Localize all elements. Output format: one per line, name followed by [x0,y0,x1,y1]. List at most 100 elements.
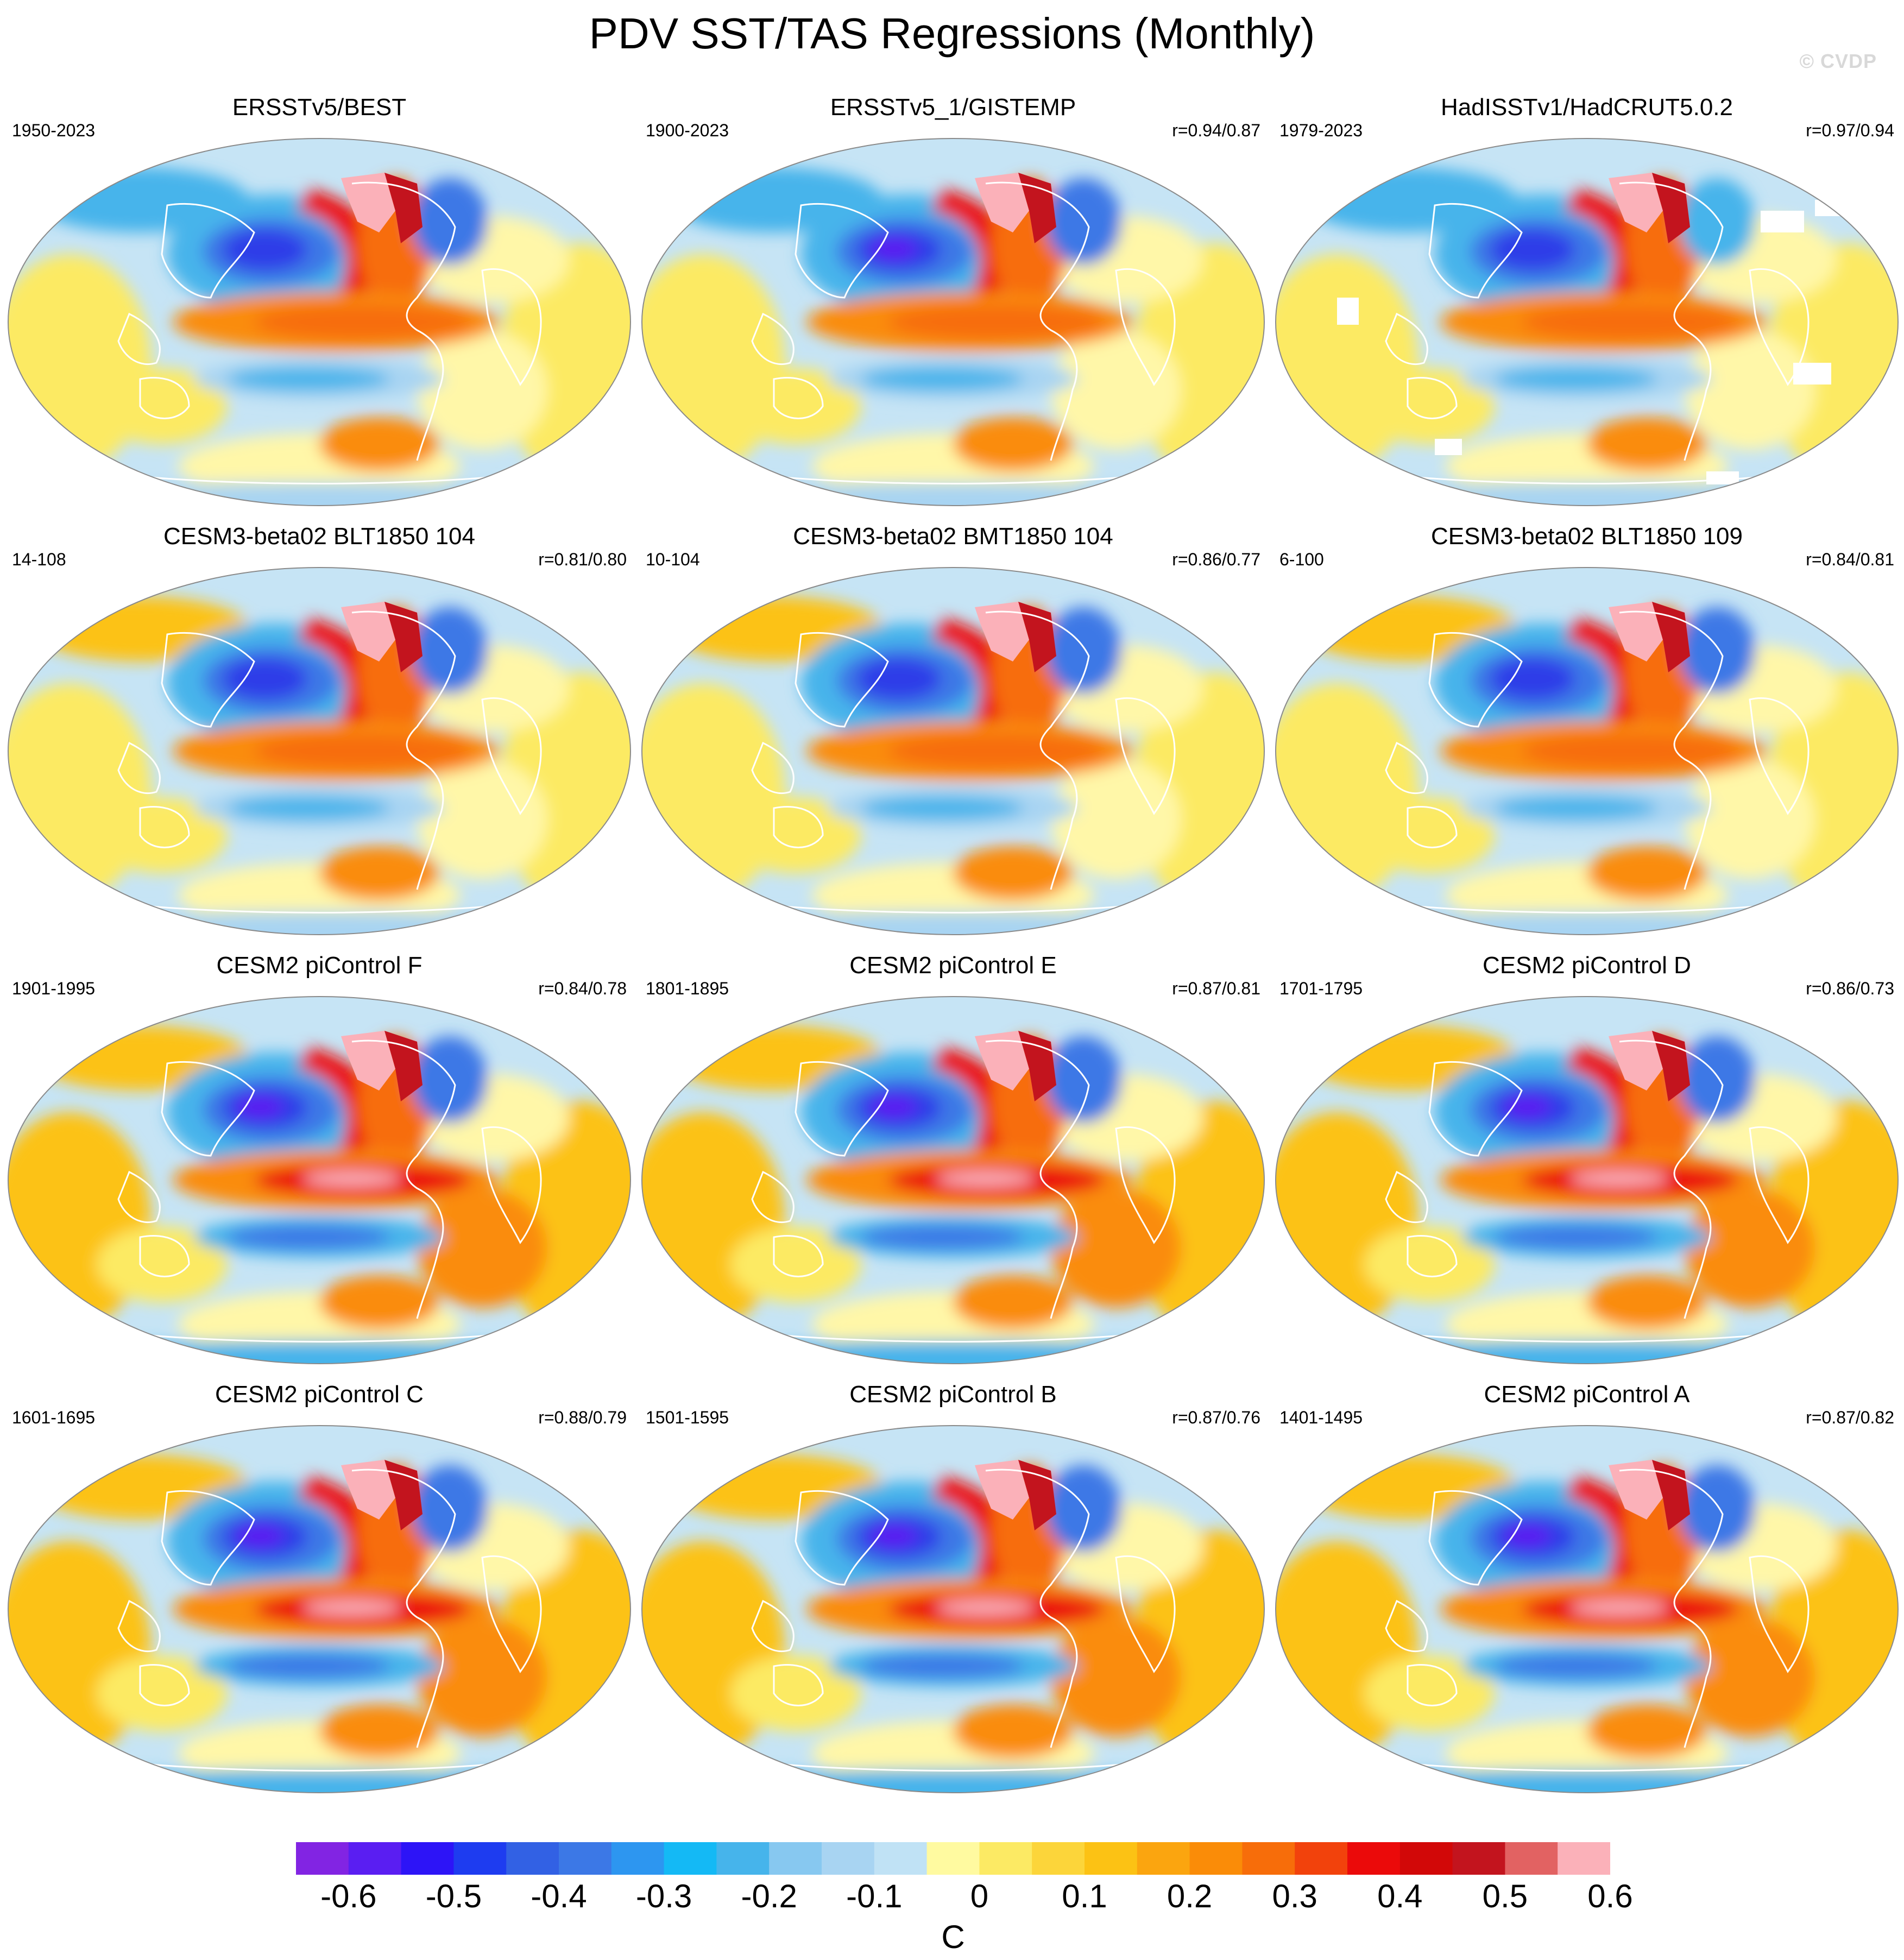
panel-period: 1979-2023 [1279,121,1363,140]
regression-map [1275,567,1899,935]
colorbar-box [1137,1842,1190,1875]
regression-map [641,996,1265,1364]
colorbar-tick-label: -0.2 [741,1878,797,1914]
regression-map [8,1425,631,1793]
colorbar-box [979,1842,1032,1875]
map-panel: ERSSTv5/BEST 1950-2023 [4,92,634,511]
colorbar-tick-label: 0 [970,1878,989,1914]
panel-period: 1901-1995 [12,979,96,998]
panel-period: 1601-1695 [12,1408,96,1427]
colorbar-box [453,1842,507,1875]
map-panel: CESM3-beta02 BMT1850 104 10-104 r=0.86/0.7… [638,521,1268,940]
colorbar-tick-label: 0.5 [1482,1878,1528,1914]
panel-correlation: r=0.86/0.77 [1172,550,1260,569]
panel-period: 6-100 [1279,550,1324,569]
panel-title: ERSSTv5/BEST [232,94,407,121]
colorbar-box [1558,1842,1611,1875]
map-panel: ERSSTv5_1/GISTEMP 1900-2023 r=0.94/0.87 [638,92,1268,511]
colorbar-box [1032,1842,1085,1875]
map-panel: CESM2 piControl D 1701-1795 r=0.86/0.73 [1272,950,1902,1369]
colorbar-box [1505,1842,1558,1875]
panel-correlation: r=0.87/0.76 [1172,1408,1260,1427]
panel-title: CESM3-beta02 BMT1850 104 [793,523,1113,550]
colorbar-box [822,1842,875,1875]
colorbar-box [1189,1842,1243,1875]
colorbar-box [401,1842,454,1875]
colorbar-box [559,1842,612,1875]
panel-period: 1801-1895 [646,979,729,998]
panel-title: CESM3-beta02 BLT1850 104 [163,523,475,550]
map-panel: CESM2 piControl B 1501-1595 r=0.87/0.76 [638,1379,1268,1798]
panel-title: ERSSTv5_1/GISTEMP [830,94,1076,121]
colorbar-tick-label: -0.1 [846,1878,903,1914]
panel-title: CESM3-beta02 BLT1850 109 [1431,523,1743,550]
regression-map [8,996,631,1364]
figure-title: PDV SST/TAS Regressions (Monthly) [589,9,1315,58]
panel-correlation: r=0.87/0.81 [1172,979,1260,998]
panel-title: CESM2 piControl F [216,952,423,979]
colorbar-box [664,1842,717,1875]
regression-map [1275,1425,1899,1793]
colorbar-box [769,1842,822,1875]
colorbar-box [506,1842,559,1875]
panel-correlation: r=0.86/0.73 [1806,979,1894,998]
colorbar-box [1399,1842,1453,1875]
regression-map [8,567,631,935]
regression-map [641,138,1265,506]
colorbar-tick-label: -0.5 [425,1878,482,1914]
panel-period: 1900-2023 [646,121,729,140]
regression-map [641,1425,1265,1793]
map-panel: CESM3-beta02 BLT1850 104 14-108 r=0.81/0.8… [4,521,634,940]
colorbar-box [716,1842,770,1875]
regression-map [1275,138,1899,506]
colorbar-tick-label: 0.2 [1167,1878,1213,1914]
panel-correlation: r=0.94/0.87 [1172,121,1260,140]
panel-correlation: r=0.97/0.94 [1806,121,1894,140]
panel-period: 10-104 [646,550,700,569]
colorbar-box [1452,1842,1505,1875]
panel-title: CESM2 piControl D [1483,952,1691,979]
panel-correlation: r=0.81/0.80 [538,550,627,569]
colorbar-tick-label: 0.1 [1062,1878,1107,1914]
regression-map [1275,996,1899,1364]
colorbar-tick-label: 0.3 [1272,1878,1317,1914]
colorbar-box [1085,1842,1138,1875]
map-panel: CESM2 piControl A 1401-1495 r=0.87/0.82 [1272,1379,1902,1798]
colorbar-svg [296,1842,1611,1875]
colorbar-unit: C [941,1919,965,1955]
colorbar-box [1295,1842,1348,1875]
colorbar-box [1347,1842,1401,1875]
panel-title: HadISSTv1/HadCRUT5.0.2 [1441,94,1733,121]
panel-correlation: r=0.84/0.78 [538,979,627,998]
colorbar-box [611,1842,665,1875]
panel-period: 1401-1495 [1279,1408,1363,1427]
map-panel: CESM2 piControl E 1801-1895 r=0.87/0.81 [638,950,1268,1369]
colorbar-tick-label: 0.4 [1377,1878,1423,1914]
regression-map [641,567,1265,935]
colorbar [296,1842,1611,1875]
colorbar-box [926,1842,980,1875]
panel-correlation: r=0.87/0.82 [1806,1408,1894,1427]
cvdp-watermark: © CVDP [1799,50,1877,72]
map-panel: CESM2 piControl F 1901-1995 r=0.84/0.78 [4,950,634,1369]
colorbar-box [296,1842,349,1875]
panel-period: 1950-2023 [12,121,96,140]
map-panel: CESM3-beta02 BLT1850 109 6-100 r=0.84/0.81 [1272,521,1902,940]
colorbar-tick-label: -0.6 [320,1878,377,1914]
panel-title: CESM2 piControl A [1484,1381,1690,1408]
map-panel: HadISSTv1/HadCRUT5.0.2 1979-2023 r=0.97/0.… [1272,92,1902,511]
regression-map [8,138,631,506]
colorbar-box [874,1842,928,1875]
colorbar-tick-label: 0.6 [1587,1878,1633,1914]
colorbar-tick-label: -0.4 [531,1878,587,1914]
panel-period: 14-108 [12,550,66,569]
colorbar-box [1242,1842,1295,1875]
map-panel: CESM2 piControl C 1601-1695 r=0.88/0.79 [4,1379,634,1798]
colorbar-box [348,1842,402,1875]
panel-title: CESM2 piControl C [215,1381,424,1408]
panel-period: 1701-1795 [1279,979,1363,998]
colorbar-tick-label: -0.3 [635,1878,692,1914]
panel-correlation: r=0.84/0.81 [1806,550,1894,569]
panel-title: CESM2 piControl E [849,952,1057,979]
panel-title: CESM2 piControl B [849,1381,1057,1408]
